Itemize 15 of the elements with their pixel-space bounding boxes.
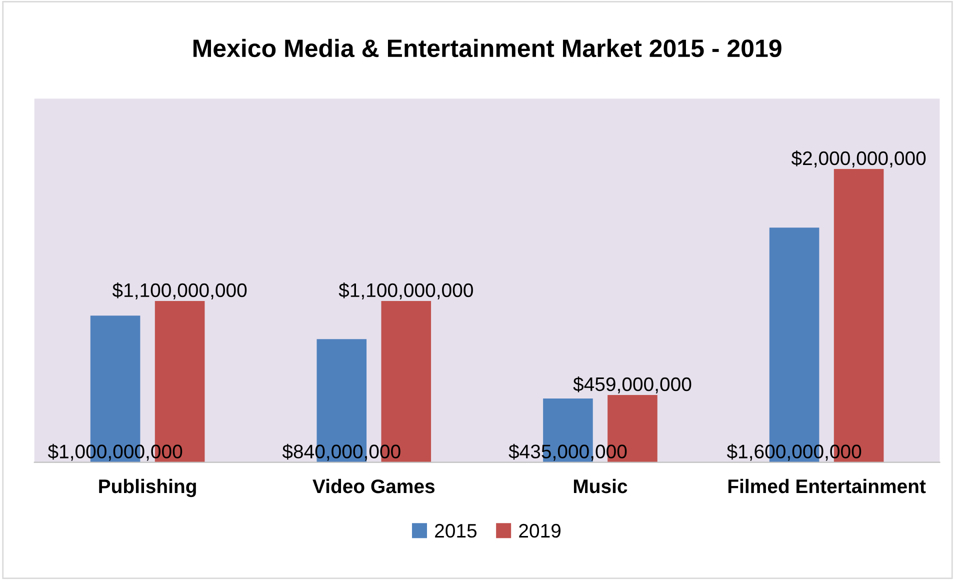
- x-tick-label: Music: [574, 478, 628, 494]
- data-label: $840,000,000: [282, 444, 400, 461]
- data-label: $435,000,000: [508, 444, 627, 461]
- legend-label: 2019: [519, 524, 560, 538]
- x-tick-label: Publishing: [99, 478, 196, 498]
- legend-label: 2015: [435, 524, 477, 538]
- data-label: $459,000,000: [573, 376, 692, 394]
- x-tick-label: Filmed Entertainment: [728, 478, 926, 494]
- data-label: $2,000,000,000: [791, 150, 926, 168]
- data-label: $1,600,000,000: [726, 444, 862, 461]
- x-tick-label: Video Games: [312, 478, 435, 494]
- data-label: $1,000,000,000: [48, 444, 182, 461]
- chart-title: Mexico Media & Entertainment Market 2015 - 2019: [193, 38, 782, 58]
- data-label: $1,100,000,000: [338, 282, 473, 300]
- data-label: $1,100,000,000: [112, 282, 247, 300]
